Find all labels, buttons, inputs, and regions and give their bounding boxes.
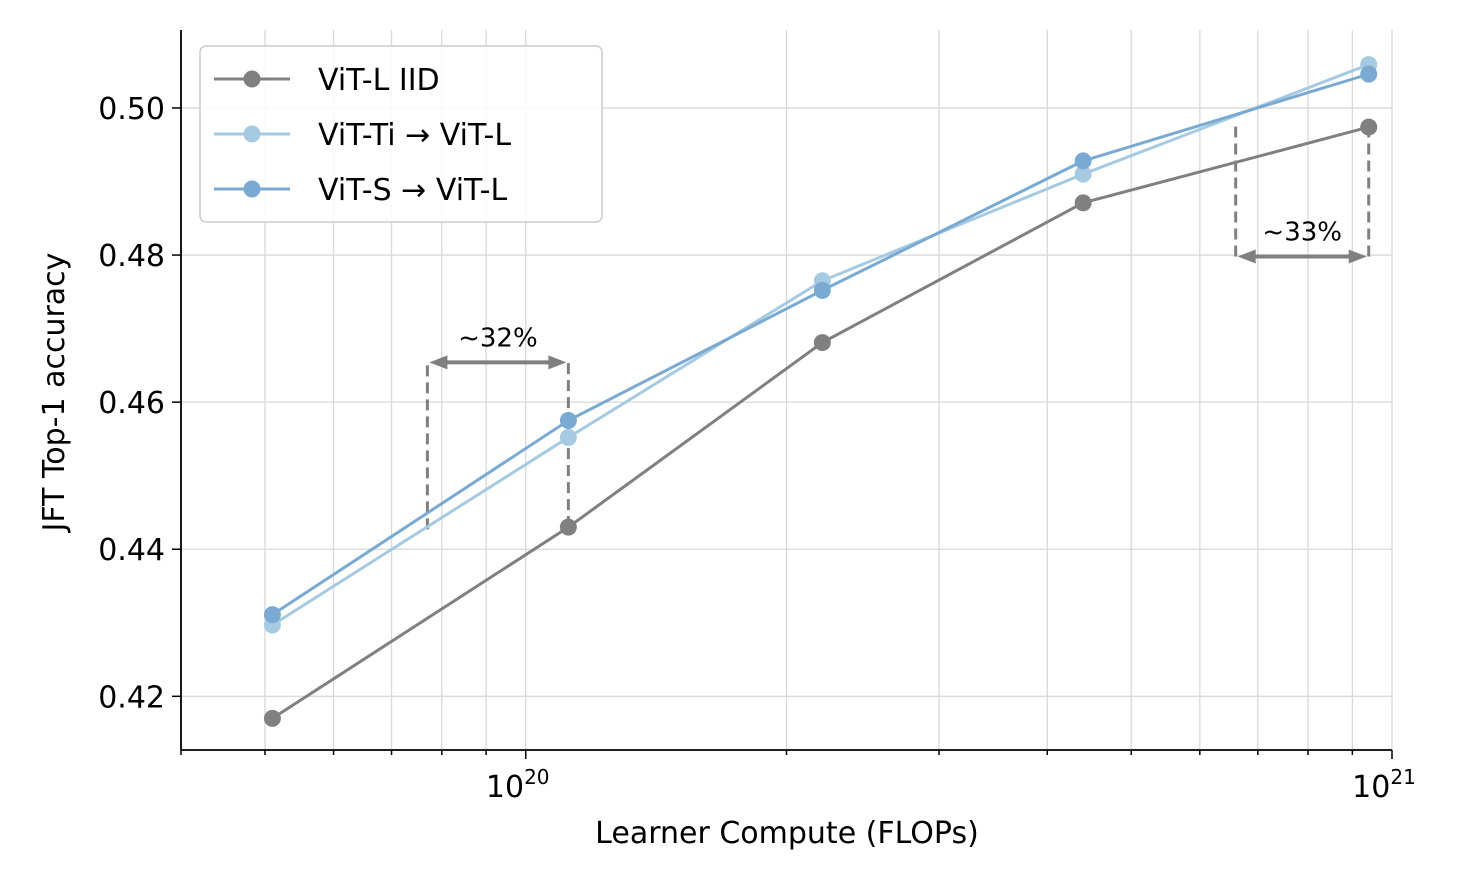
x-tick-label: 1021: [1352, 765, 1416, 805]
data-point: [813, 281, 831, 299]
y-tick-label: 0.42: [98, 680, 165, 715]
y-tick-label: 0.50: [98, 92, 165, 127]
legend: ViT-L IID ViT-Ti → ViT-L ViT-S → ViT-L: [199, 45, 603, 223]
x-axis-label: Learner Compute (FLOPs): [595, 816, 979, 851]
y-tick-label: 0.48: [98, 239, 165, 274]
legend-entry-label: ViT-Ti → ViT-L: [318, 118, 511, 153]
data-point: [559, 428, 577, 446]
data-point: [1074, 165, 1092, 183]
x-tick-label: 1020: [486, 765, 550, 805]
data-point: [813, 334, 831, 352]
annotation-arrowhead: [1348, 249, 1367, 264]
annotation-arrowhead: [548, 355, 567, 370]
data-point: [1360, 65, 1378, 83]
annotation-arrowhead: [429, 355, 448, 370]
data-point: [559, 518, 577, 536]
x-tick-exponent: 20: [524, 765, 549, 789]
y-tick-label: 0.46: [98, 386, 165, 421]
legend-frame: [199, 45, 603, 223]
legend-swatch-marker: [243, 125, 261, 143]
annotation-label: ~33%: [1262, 218, 1342, 248]
x-tick-base: 10: [486, 770, 524, 805]
y-tick-label: 0.44: [98, 533, 165, 568]
series: [263, 56, 1378, 727]
data-point: [559, 412, 577, 430]
legend-entry-label: ViT-L IID: [318, 63, 440, 98]
legend-swatch-marker: [243, 70, 261, 88]
y-axis-label: JFT Top-1 accuracy: [37, 253, 72, 534]
x-tick-exponent: 21: [1390, 765, 1415, 789]
annotation-label: ~32%: [458, 323, 538, 353]
annotation-arrowhead: [1237, 249, 1256, 264]
legend-swatch-marker: [243, 180, 261, 198]
data-point: [1074, 194, 1092, 212]
x-tick-base: 10: [1352, 770, 1390, 805]
legend-entry-label: ViT-S → ViT-L: [318, 173, 507, 208]
data-point: [1074, 152, 1092, 170]
data-point: [263, 709, 281, 727]
annotations: ~32% ~33%: [425, 126, 1371, 530]
data-point: [263, 606, 281, 624]
data-point: [1360, 118, 1378, 136]
